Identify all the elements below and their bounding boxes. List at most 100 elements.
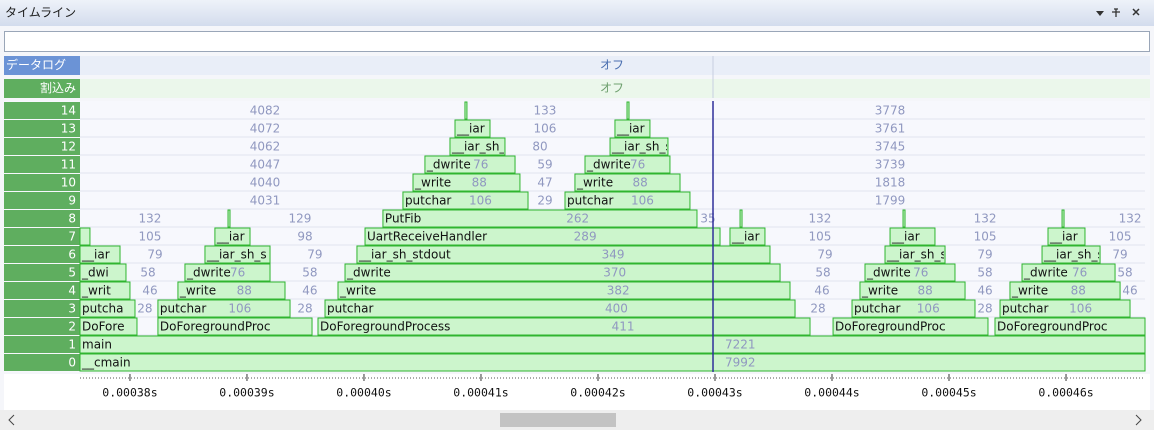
gap-duration: 3739	[875, 158, 906, 172]
function-name: PutFib	[385, 212, 421, 226]
call-duration: 370	[603, 266, 626, 280]
call-duration: 106	[469, 194, 492, 208]
gap-duration: 132	[809, 212, 832, 226]
row-status: オフ	[600, 58, 624, 72]
call-block	[356, 245, 771, 264]
level-label-bg	[4, 300, 80, 317]
gap-duration: 79	[147, 248, 162, 262]
gap-duration: 28	[977, 302, 992, 316]
interrupt-label-bg	[4, 79, 80, 98]
gap-duration: 3778	[875, 104, 906, 118]
call-block	[1009, 281, 1121, 300]
gap-duration: 1818	[875, 176, 906, 190]
gap-duration: 4047	[250, 158, 281, 172]
call-block	[79, 263, 127, 282]
gap-duration: 106	[534, 122, 557, 136]
call-duration: 76	[230, 266, 245, 280]
gap-duration: 79	[977, 248, 992, 262]
gap-duration: 4062	[250, 140, 281, 154]
function-name: _dwrite	[866, 266, 911, 280]
x-tick-label: 0.00044s	[804, 386, 859, 400]
gap-duration: 46	[814, 284, 829, 298]
call-block	[79, 299, 136, 318]
function-name: __iar_sh_s	[1043, 248, 1104, 262]
level-label: 9	[68, 194, 76, 208]
scroll-left[interactable]	[8, 414, 15, 426]
call-block	[317, 317, 811, 336]
gap-duration: 28	[297, 302, 312, 316]
level-label-bg	[4, 174, 80, 191]
gap-duration: 79	[307, 248, 322, 262]
function-name: putchar	[405, 194, 451, 208]
input-bar[interactable]	[4, 31, 1150, 52]
function-name: DoFore	[82, 320, 124, 334]
scroll-right[interactable]	[1135, 414, 1142, 426]
call-block	[177, 281, 286, 300]
x-tick-label: 0.00046s	[1038, 386, 1093, 400]
function-name: _write	[179, 284, 216, 298]
call-duration: 88	[632, 176, 647, 190]
gap-duration: 58	[1117, 266, 1132, 280]
gap-duration: 129	[289, 212, 312, 226]
scroll-thumb[interactable]	[500, 413, 616, 427]
call-duration: 7992	[725, 356, 756, 370]
function-name: _writ	[81, 284, 111, 298]
call-block	[994, 317, 1146, 336]
x-tick-label: 0.00038s	[102, 386, 157, 400]
gap-duration: 132	[139, 212, 162, 226]
gap-duration: 28	[137, 302, 152, 316]
call-block	[382, 209, 698, 228]
call-block	[864, 263, 956, 282]
call-block	[626, 101, 630, 120]
call-duration: 76	[1072, 266, 1087, 280]
gap-duration: 3761	[875, 122, 906, 136]
gap-duration: 47	[537, 176, 552, 190]
call-block	[214, 227, 251, 246]
call-duration: 106	[1069, 302, 1092, 316]
function-name: putchar	[1002, 302, 1048, 316]
function-name: __iar	[891, 230, 920, 244]
level-label: 4	[68, 284, 76, 298]
menu-button[interactable]	[1096, 11, 1104, 16]
call-block	[157, 317, 313, 336]
pin-button[interactable]	[1112, 8, 1120, 17]
call-duration: 106	[228, 302, 251, 316]
function-name: _dwrite	[186, 266, 231, 280]
function-name: _write	[861, 284, 898, 298]
gap-duration: 105	[809, 230, 832, 244]
call-block	[79, 281, 131, 300]
call-duration: 349	[602, 248, 625, 262]
call-duration: 88	[472, 176, 487, 190]
call-block	[609, 137, 669, 156]
function-name: main	[82, 338, 112, 352]
gap-duration: 4082	[250, 104, 281, 118]
call-block	[1041, 245, 1101, 264]
gap-duration: 98	[297, 230, 312, 244]
function-name: __iar	[456, 122, 485, 136]
close-button[interactable]	[1132, 8, 1140, 16]
call-duration: 88	[917, 284, 932, 298]
call-block	[999, 299, 1131, 318]
gap-duration: 80	[532, 140, 547, 154]
level-label-bg	[4, 336, 80, 353]
gap-duration: 79	[1112, 248, 1127, 262]
call-block	[184, 263, 271, 282]
x-tick-label: 0.00042s	[570, 386, 625, 400]
row-status: オフ	[600, 81, 624, 95]
call-duration: 382	[607, 284, 630, 298]
row-label: データログ	[6, 57, 66, 72]
call-block	[204, 245, 271, 264]
function-name: __iar	[616, 122, 645, 136]
gap-duration: 46	[977, 284, 992, 298]
gap-duration: 4040	[250, 176, 281, 190]
level-label-bg	[4, 228, 80, 245]
title-bar	[0, 0, 1154, 26]
call-duration: 7221	[725, 338, 756, 352]
call-block	[614, 119, 651, 138]
time-axis-area	[4, 374, 1150, 410]
level-label: 6	[68, 248, 76, 262]
call-duration: 88	[237, 284, 252, 298]
gap-duration: 58	[302, 266, 317, 280]
level-label-bg	[4, 264, 80, 281]
